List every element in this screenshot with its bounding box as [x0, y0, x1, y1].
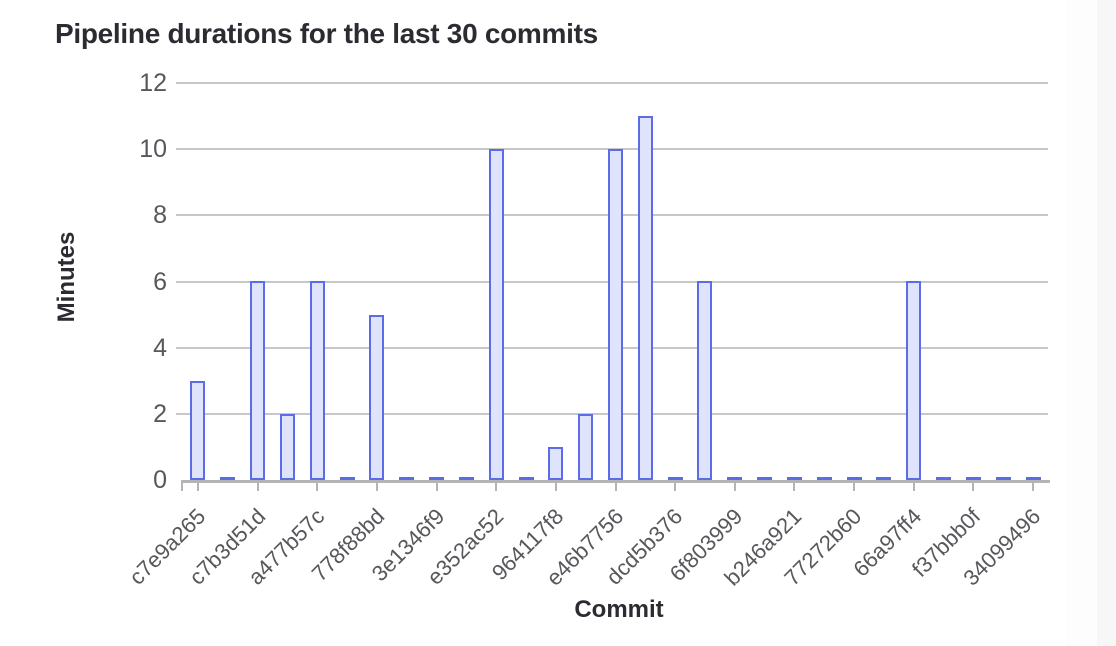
x-tick-c7e9a265: [196, 483, 199, 491]
x-axis-line: [181, 480, 1050, 483]
bar-commit-23[interactable]: [846, 477, 862, 480]
x-axis-title: Commit: [574, 596, 664, 623]
bar-commit-25[interactable]: [906, 281, 922, 480]
y-tick-label-6: 6: [153, 268, 167, 296]
x-tick-c7b3d51d: [256, 483, 259, 491]
bar-commit-20[interactable]: [757, 477, 773, 480]
x-tick-e46b7756: [614, 483, 617, 491]
gridline-y12: [176, 82, 1048, 84]
y-tick-label-0: 0: [153, 466, 167, 494]
bar-commit-15[interactable]: [608, 149, 623, 480]
x-tick-3e1346f9: [435, 483, 438, 491]
bar-commit-27[interactable]: [965, 477, 981, 480]
bar-commit-4[interactable]: [279, 414, 295, 480]
bar-commit-7[interactable]: [369, 315, 385, 480]
bar-commit-3[interactable]: [250, 281, 266, 480]
bar-commit-18[interactable]: [697, 281, 713, 480]
bar-commit-10[interactable]: [458, 477, 474, 480]
bar-commit-8[interactable]: [399, 477, 415, 480]
bar-commit-2[interactable]: [220, 477, 236, 480]
bar-commit-9[interactable]: [429, 477, 445, 480]
bar-commit-6[interactable]: [339, 477, 355, 480]
bar-commit-1[interactable]: [190, 381, 206, 480]
y-tick-label-10: 10: [139, 135, 167, 163]
bar-commit-12[interactable]: [518, 477, 534, 480]
y-tick-label-8: 8: [153, 201, 167, 229]
y-tick-label-4: 4: [153, 334, 167, 362]
y-tick-label-12: 12: [139, 69, 167, 97]
bar-commit-24[interactable]: [876, 477, 892, 480]
x-tick-a477b57c: [316, 483, 319, 491]
bar-commit-16[interactable]: [637, 116, 653, 480]
x-tick-778f88bd: [375, 483, 378, 491]
bar-commit-26[interactable]: [936, 477, 952, 480]
x-axis-origin-tick: [181, 483, 183, 491]
x-tick-964117f8: [554, 483, 557, 491]
bar-commit-28[interactable]: [995, 477, 1011, 480]
x-tick-dcd5b376: [674, 483, 677, 491]
bar-commit-19[interactable]: [727, 477, 743, 480]
bar-commit-22[interactable]: [816, 477, 832, 480]
bar-commit-13[interactable]: [548, 447, 564, 480]
bar-commit-5[interactable]: [309, 281, 325, 480]
x-tick-6f803999: [733, 483, 736, 491]
x-tick-b246a921: [793, 483, 796, 491]
bar-commit-14[interactable]: [578, 414, 594, 480]
x-tick-e352ac52: [495, 483, 498, 491]
y-axis-title: Minutes: [53, 231, 80, 323]
bar-commit-29[interactable]: [1025, 477, 1041, 480]
x-tick-66a97ff4: [912, 483, 915, 491]
page-edge-strip-outer: [1097, 0, 1116, 646]
x-tick-77272b60: [853, 483, 856, 491]
x-tick-34099496: [1032, 483, 1035, 491]
bar-commit-21[interactable]: [786, 477, 802, 480]
y-tick-label-2: 2: [153, 400, 167, 428]
page-edge-strip: [1066, 0, 1097, 646]
bar-commit-11[interactable]: [488, 149, 504, 480]
x-tick-f37bbb0f: [972, 483, 975, 491]
bar-commit-17[interactable]: [667, 477, 683, 480]
chart-title: Pipeline durations for the last 30 commi…: [55, 18, 598, 49]
